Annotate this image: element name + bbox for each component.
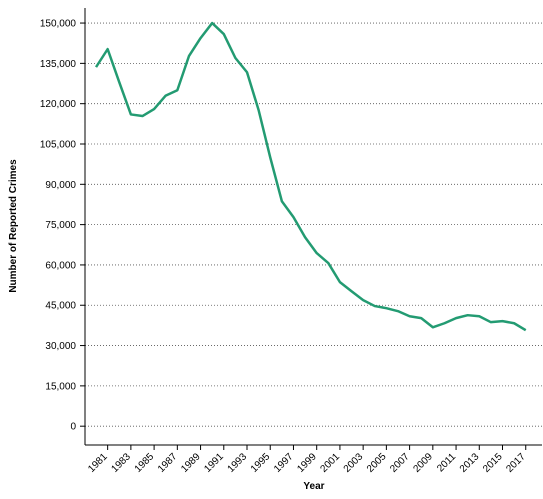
y-tick-label: 150,000 (40, 19, 77, 30)
y-tick-label: 120,000 (40, 99, 77, 110)
x-axis-label: Year (303, 481, 324, 492)
x-tick-label: 1981 (86, 451, 110, 475)
y-axis-label: Number of Reported Crimes (8, 159, 19, 293)
y-tick-label: 30,000 (45, 341, 76, 352)
y-tick-label: 75,000 (45, 220, 76, 231)
y-tick-label: 0 (70, 422, 76, 433)
x-tick-label: 2003 (342, 451, 366, 475)
x-tick-label: 1997 (272, 451, 296, 475)
x-tick-label: 1993 (226, 451, 250, 475)
y-tick-label: 135,000 (40, 59, 77, 70)
x-tick-label: 1995 (249, 451, 273, 475)
y-tick-label: 15,000 (45, 381, 76, 392)
line (94, 21, 527, 332)
x-tick-label: 2005 (365, 451, 389, 475)
x-tick-label: 1987 (156, 451, 180, 475)
y-tick-label: 105,000 (40, 139, 77, 150)
x-tick-label: 2009 (411, 451, 435, 475)
x-tick-label: 2007 (388, 451, 412, 475)
x-tick-label: 1991 (202, 451, 226, 475)
y-tick-label: 45,000 (45, 301, 76, 312)
y-tick-label: 60,000 (45, 260, 76, 271)
x-tick-label: 1999 (295, 451, 319, 475)
x-tick-label: 1983 (109, 451, 133, 475)
x-tick-label: 2011 (435, 451, 458, 474)
x-tick-label: 1989 (179, 451, 203, 475)
x-tick-label: 2015 (481, 451, 505, 475)
y-tick-label: 90,000 (45, 180, 76, 191)
x-tick-label: 2001 (319, 451, 343, 475)
x-tick-label: 2013 (458, 451, 482, 475)
x-tick-label: 2017 (504, 451, 528, 475)
x-tick-label: 1985 (133, 451, 157, 475)
